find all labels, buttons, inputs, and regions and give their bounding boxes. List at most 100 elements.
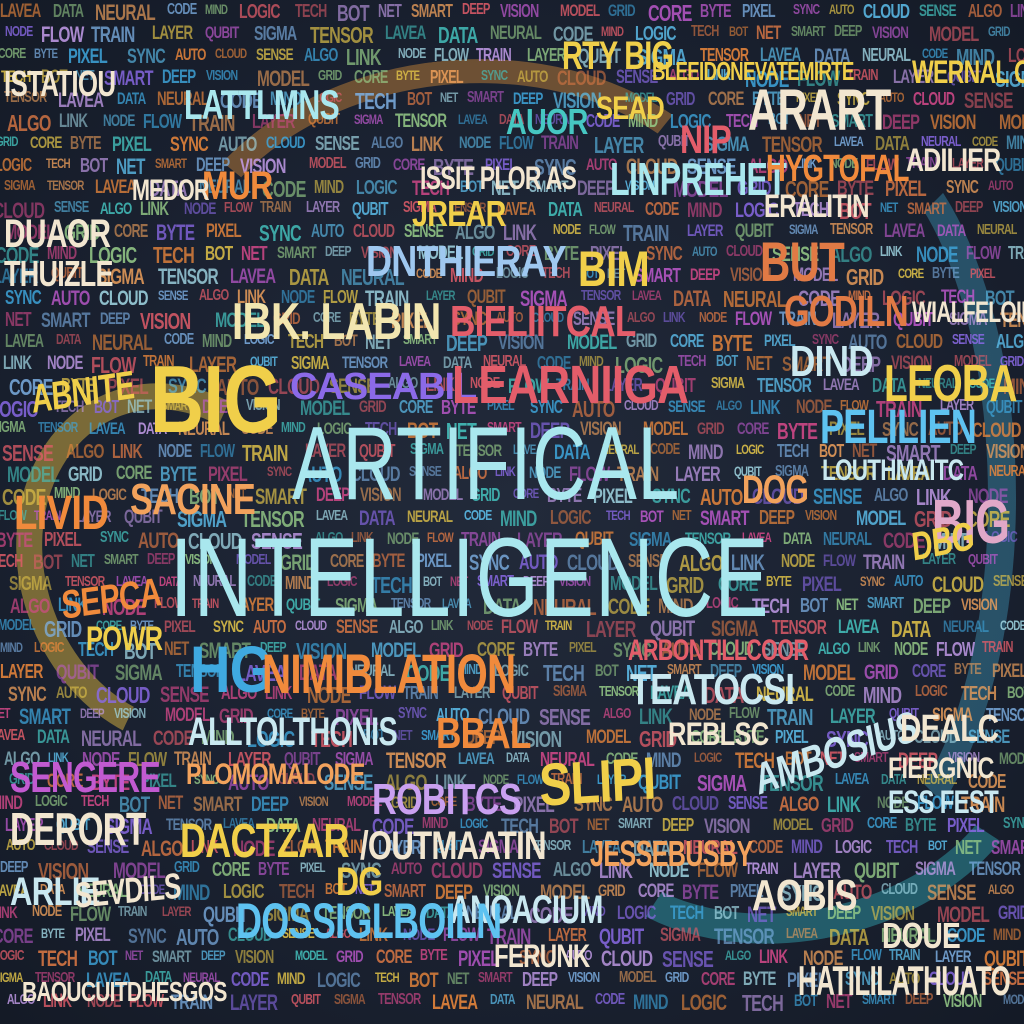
filler-word: LAVEA <box>0 1 41 22</box>
filler-word: CORE <box>898 265 924 281</box>
filler-word: SENSE <box>993 573 1024 590</box>
filler-word: PIXEL <box>593 485 633 508</box>
filler-word: MODEL <box>347 793 382 810</box>
filler-word: NODE <box>688 705 721 724</box>
filler-word: NET <box>606 265 625 281</box>
filler-word: NEURAL <box>755 683 814 706</box>
filler-word: PIXEL <box>992 661 1024 682</box>
filler-word: DATA <box>438 22 478 48</box>
word-dbg: DBG <box>909 514 976 570</box>
filler-word: NET <box>75 67 95 84</box>
filler-word: CORE <box>691 727 725 747</box>
filler-word: CORE <box>717 573 758 596</box>
filler-word: DATA <box>703 682 744 708</box>
filler-word: TRAIN <box>324 837 363 858</box>
filler-word: CODE <box>968 375 995 391</box>
word-sueiderort: DERORT <box>10 803 146 855</box>
filler-word: VISION <box>703 815 750 838</box>
filler-word: NODE <box>469 375 500 392</box>
filler-word: SMART <box>991 837 1024 859</box>
filler-word: SMART <box>666 661 702 678</box>
filler-word: LAVEA <box>431 991 478 1014</box>
filler-word: BOT <box>549 815 579 838</box>
filler-word: ALGO <box>65 441 104 463</box>
filler-word: BYTE <box>547 485 582 507</box>
filler-word: AUTO <box>311 221 345 241</box>
filler-word: QUBIT <box>599 924 644 949</box>
filler-word: LOGIC <box>914 683 948 700</box>
filler-word: CLOUD <box>350 463 400 486</box>
filler-word: FLOW <box>936 639 975 661</box>
filler-word: QUBIT <box>733 463 762 479</box>
filler-word: GRID <box>279 550 316 575</box>
filler-word: NET <box>164 639 189 660</box>
filler-word: SIGMA <box>334 595 378 617</box>
filler-word: BOT <box>794 991 818 1010</box>
filler-word: PIXEL <box>730 881 764 901</box>
filler-word: LAYER <box>151 23 193 44</box>
filler-word: FLOW <box>916 793 954 814</box>
filler-word: CLOUD <box>881 881 918 898</box>
filler-word: VISION <box>804 507 837 524</box>
filler-word: MIND <box>458 661 483 678</box>
word-bielitical: BIELIITCAL <box>450 297 636 346</box>
filler-word: PIXEL <box>801 573 842 596</box>
filler-word: FLOW <box>434 45 469 65</box>
filler-word: TECH <box>287 331 324 353</box>
filler-word: TRAIN <box>982 639 1014 656</box>
filler-word: NODE <box>183 199 216 218</box>
filler-word: BYTE <box>751 89 785 110</box>
filler-word: LOGIC <box>681 990 727 1015</box>
filler-word: DEEP <box>0 859 28 876</box>
filler-word: LAYER <box>793 858 841 883</box>
filler-word: LAYER <box>893 67 934 88</box>
filler-word: SIGMA <box>660 925 701 946</box>
filler-word: DEEP <box>162 67 196 88</box>
filler-word: TRAIN <box>778 309 817 330</box>
word-godiln: GODILN <box>784 287 909 336</box>
filler-word: VISION <box>993 199 1024 216</box>
filler-word: CORE <box>736 419 769 438</box>
filler-word: CLOUD <box>708 639 753 660</box>
filler-word: MIND <box>1006 133 1024 154</box>
filler-word: LAYER <box>594 132 644 158</box>
word-poiwr: POWR <box>86 620 163 658</box>
filler-word: NODE <box>967 485 1008 508</box>
filler-word: LOGIC <box>313 89 342 105</box>
filler-word: CODE <box>749 837 783 857</box>
filler-word: LINK <box>662 309 685 326</box>
filler-word: SIGMA <box>104 814 153 839</box>
filler-word: NET <box>126 397 152 418</box>
filler-word: LOGIC <box>244 331 275 348</box>
filler-word: SMART <box>476 573 514 590</box>
filler-word: MODEL <box>539 881 590 904</box>
filler-word: LAVEA <box>86 969 132 992</box>
filler-word: SYNC <box>530 397 563 417</box>
filler-word: BOT <box>406 89 432 109</box>
filler-word: SIGMA <box>3 177 36 194</box>
filler-word: VISION <box>295 638 347 664</box>
filler-word: MIND <box>201 727 235 749</box>
filler-word: GRID <box>63 220 100 245</box>
filler-word: NET <box>671 507 692 524</box>
filler-word: LOGIC <box>495 265 529 282</box>
filler-word: NODE <box>306 682 351 708</box>
filler-word: TRAIN <box>551 771 583 788</box>
filler-word: SMART <box>528 177 569 196</box>
filler-word: VISION <box>752 661 784 678</box>
filler-word: MIND <box>633 991 668 1014</box>
filler-word: BOT <box>1006 683 1024 702</box>
filler-word: LAYER <box>548 925 587 945</box>
filler-word: NET <box>756 23 781 44</box>
filler-word: GRID <box>273 309 301 328</box>
filler-word: GRID <box>987 23 1010 39</box>
filler-word: MIND <box>47 243 77 263</box>
filler-word: AUTO <box>878 89 905 105</box>
filler-word: NET <box>377 1 402 21</box>
filler-word: TRAIN <box>174 749 212 770</box>
word-bleeidon: BLEEIDONEVATEMIRTE <box>652 56 854 86</box>
filler-word: LINK <box>359 925 388 946</box>
filler-word: GRID <box>335 947 364 966</box>
filler-word: CODE <box>606 749 638 768</box>
filler-word: CORE <box>707 89 744 110</box>
